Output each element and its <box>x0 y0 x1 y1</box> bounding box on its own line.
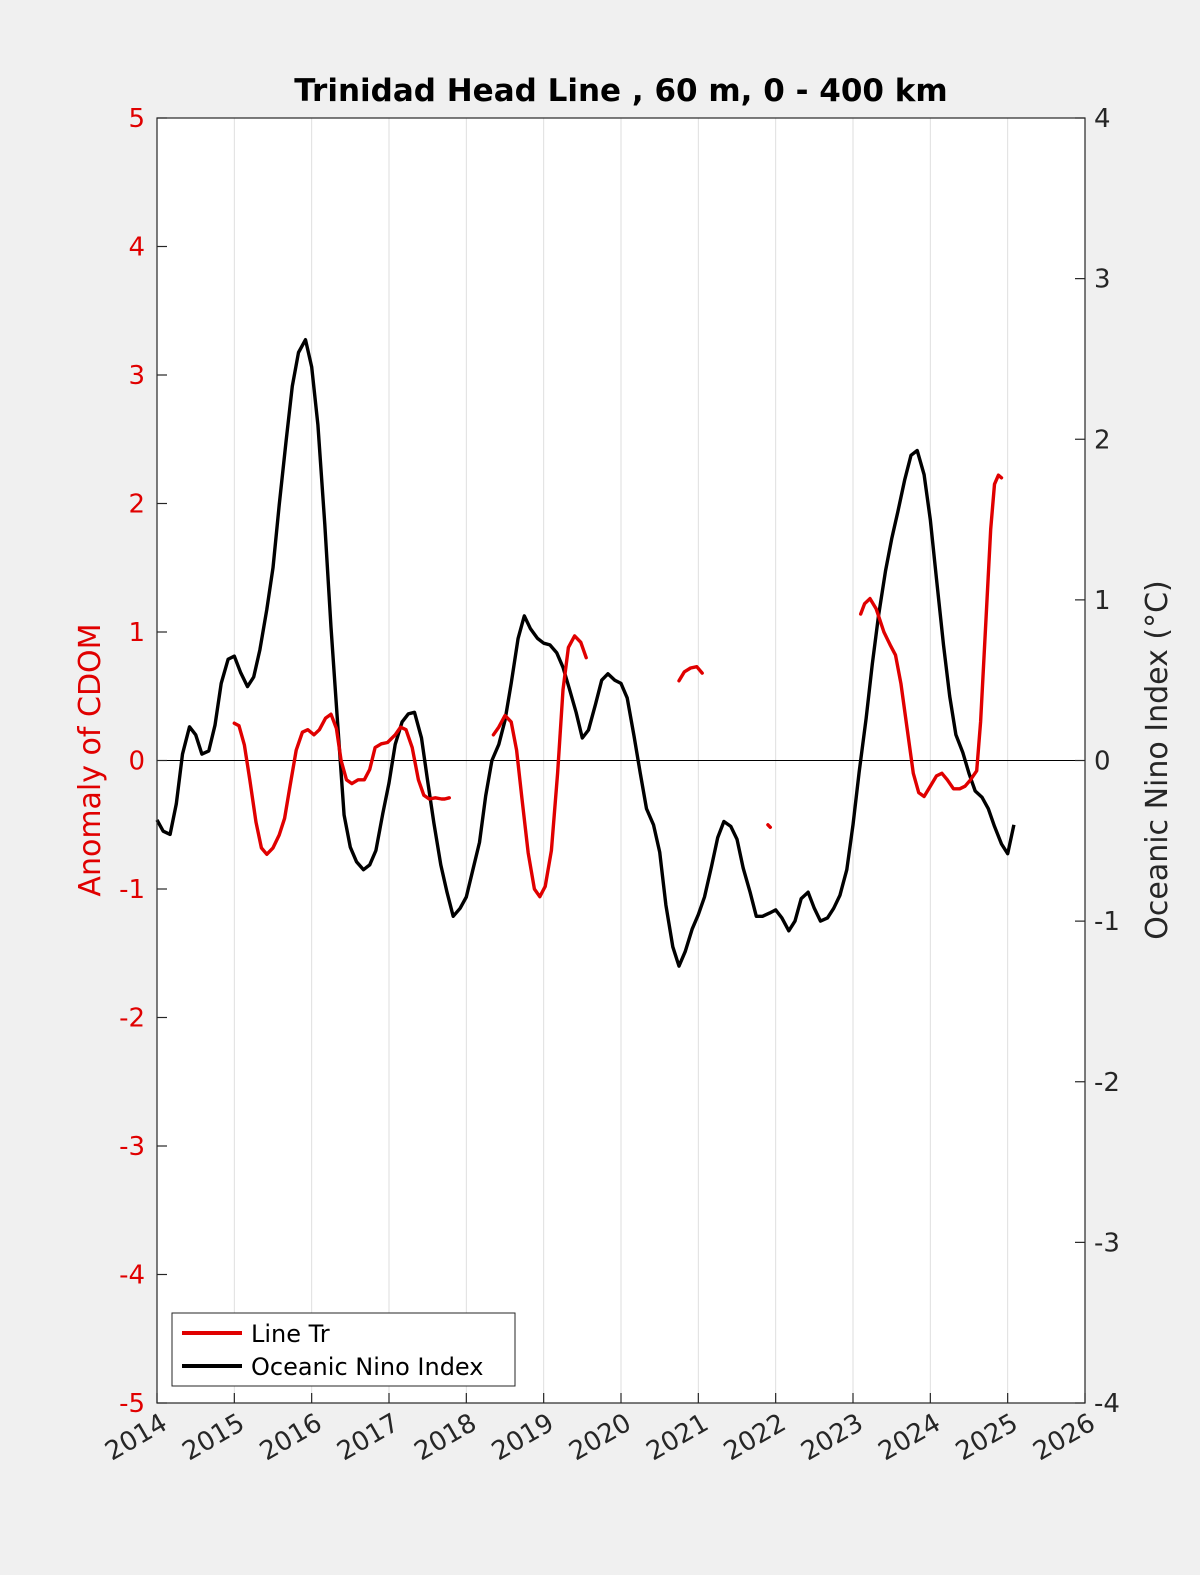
x-tick-label: 2019 <box>487 1408 559 1467</box>
right-y-tick-label: 4 <box>1094 104 1111 134</box>
right-y-tick-label: 3 <box>1094 265 1111 295</box>
left-y-tick-label: 3 <box>128 361 145 391</box>
chart-title: Trinidad Head Line , 60 m, 0 - 400 km <box>294 73 947 109</box>
left-y-axis: 5 4 3 2 1 0 -1 -2 -3 -4 -5 <box>119 104 167 1419</box>
x-tick-label: 2017 <box>332 1408 404 1467</box>
x-tick-label: 2026 <box>1028 1408 1100 1467</box>
x-tick-label: 2024 <box>874 1408 946 1467</box>
right-y-tick-label: 0 <box>1094 747 1111 777</box>
series-line-line-tr <box>766 823 772 829</box>
x-tick-label: 2016 <box>255 1408 327 1467</box>
left-y-tick-label: 2 <box>128 490 145 520</box>
series-line-oceanic-nino-index <box>155 338 1016 968</box>
left-y-tick-label: -2 <box>119 1004 145 1034</box>
left-y-tick-label: -1 <box>119 875 145 905</box>
x-tick-label: 2020 <box>564 1408 636 1467</box>
series-line-line-tr <box>232 712 451 856</box>
left-y-axis-label: Anomaly of CDOM <box>73 623 108 896</box>
x-axis: 2014 2015 2016 2017 2018 2019 2020 2021 2022 2023… <box>100 1393 1101 1467</box>
right-y-axis: 4 3 2 1 0 -1 -2 -3 -4 <box>1075 104 1120 1419</box>
left-y-tick-label: 5 <box>128 104 145 134</box>
right-y-tick-label: -4 <box>1094 1389 1120 1419</box>
right-y-tick-label: 2 <box>1094 425 1111 455</box>
legend: Line Tr Oceanic Nino Index <box>171 1312 516 1387</box>
left-y-tick-label: -5 <box>119 1389 145 1419</box>
legend-label-oni: Oceanic Nino Index <box>251 1353 483 1381</box>
series-line-line-tr <box>677 665 704 683</box>
data-lines <box>155 338 1016 968</box>
left-y-tick-label: 4 <box>128 233 145 263</box>
x-tick-label: 2015 <box>178 1408 250 1467</box>
left-y-tick-label: 0 <box>128 747 145 777</box>
right-y-tick-label: -1 <box>1094 907 1120 937</box>
x-tick-label: 2025 <box>951 1408 1023 1467</box>
left-y-tick-label: -3 <box>119 1132 145 1162</box>
left-y-tick-label: -4 <box>119 1261 145 1291</box>
series-line-line-tr <box>491 634 588 899</box>
x-tick-label: 2022 <box>719 1408 791 1467</box>
right-y-tick-label: -2 <box>1094 1068 1120 1098</box>
x-tick-label: 2023 <box>796 1408 868 1467</box>
right-y-axis-label: Oceanic Nino Index (°C) <box>1140 580 1175 940</box>
legend-box <box>171 1312 516 1387</box>
legend-label-line-tr: Line Tr <box>251 1320 330 1348</box>
x-tick-label: 2021 <box>642 1408 714 1467</box>
right-y-tick-label: -3 <box>1094 1228 1120 1258</box>
x-tick-label: 2018 <box>410 1408 482 1467</box>
left-y-tick-label: 1 <box>128 618 145 648</box>
series-line-line-tr <box>859 473 1004 799</box>
right-y-tick-label: 1 <box>1094 586 1111 616</box>
